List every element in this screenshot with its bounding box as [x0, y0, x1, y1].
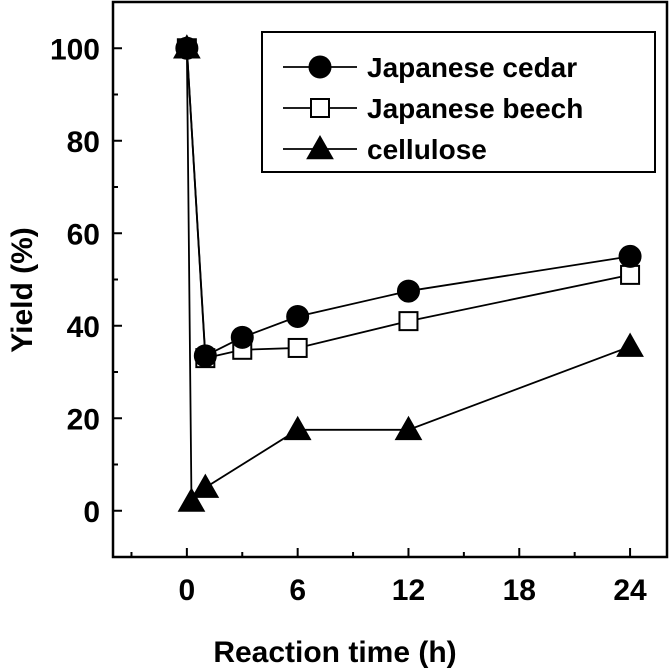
data-point-cellulose [616, 332, 644, 357]
data-point-japanese-beech [620, 264, 641, 285]
legend-label-japanese-cedar: Japanese cedar [367, 52, 577, 83]
legend-marker-japanese-cedar [308, 55, 332, 79]
x-tick-label: 24 [613, 574, 647, 607]
legend-label-cellulose: cellulose [367, 134, 487, 165]
x-tick-label: 0 [179, 574, 196, 607]
x-tick-label: 12 [392, 574, 425, 607]
data-point-cellulose [177, 487, 206, 512]
legend-item-japanese-cedar: Japanese cedar [283, 52, 577, 83]
y-tick-label: 60 [67, 218, 100, 251]
data-point-japanese-cedar [618, 244, 642, 268]
legend-label-japanese-beech: Japanese beech [367, 93, 583, 124]
series-line-cellulose [185, 48, 631, 504]
series-line-japanese-cedar [185, 48, 631, 358]
legend-item-japanese-beech: Japanese beech [283, 93, 583, 124]
data-point-japanese-cedar [230, 325, 254, 349]
y-axis-label: Yield (%) [6, 227, 39, 353]
data-point-japanese-cedar [286, 305, 310, 328]
data-point-japanese-beech [398, 311, 419, 332]
y-tick-label: 100 [50, 33, 100, 66]
data-point-japanese-cedar [396, 279, 420, 303]
data-point-cellulose [191, 473, 220, 498]
legend: Japanese cedar Japanese beech cellulose [261, 31, 656, 173]
x-tick-label: 6 [289, 574, 306, 607]
legend-item-cellulose: cellulose [283, 134, 487, 165]
y-tick-label: 0 [83, 496, 100, 529]
data-point-cellulose [394, 415, 423, 441]
y-tick-label: 80 [67, 126, 100, 159]
series-cellulose [173, 34, 644, 512]
series-japanese-cedar [175, 36, 642, 368]
data-point-japanese-cedar [193, 344, 217, 368]
y-tick-label: 20 [67, 403, 100, 436]
data-point-cellulose [283, 415, 312, 441]
x-tick-label: 18 [503, 574, 536, 607]
x-axis-label: Reaction time (h) [213, 636, 456, 668]
series-layer [173, 34, 644, 512]
y-tick-label: 40 [67, 311, 100, 344]
legend-marker-japanese-beech [310, 98, 330, 118]
data-point-japanese-beech [287, 337, 308, 358]
axis-ticks: 0 6 12 18 24 0 20 40 60 80 100 [50, 1, 647, 607]
legend-marker-cellulose [306, 134, 334, 160]
data-point-japanese-cedar [175, 36, 199, 60]
